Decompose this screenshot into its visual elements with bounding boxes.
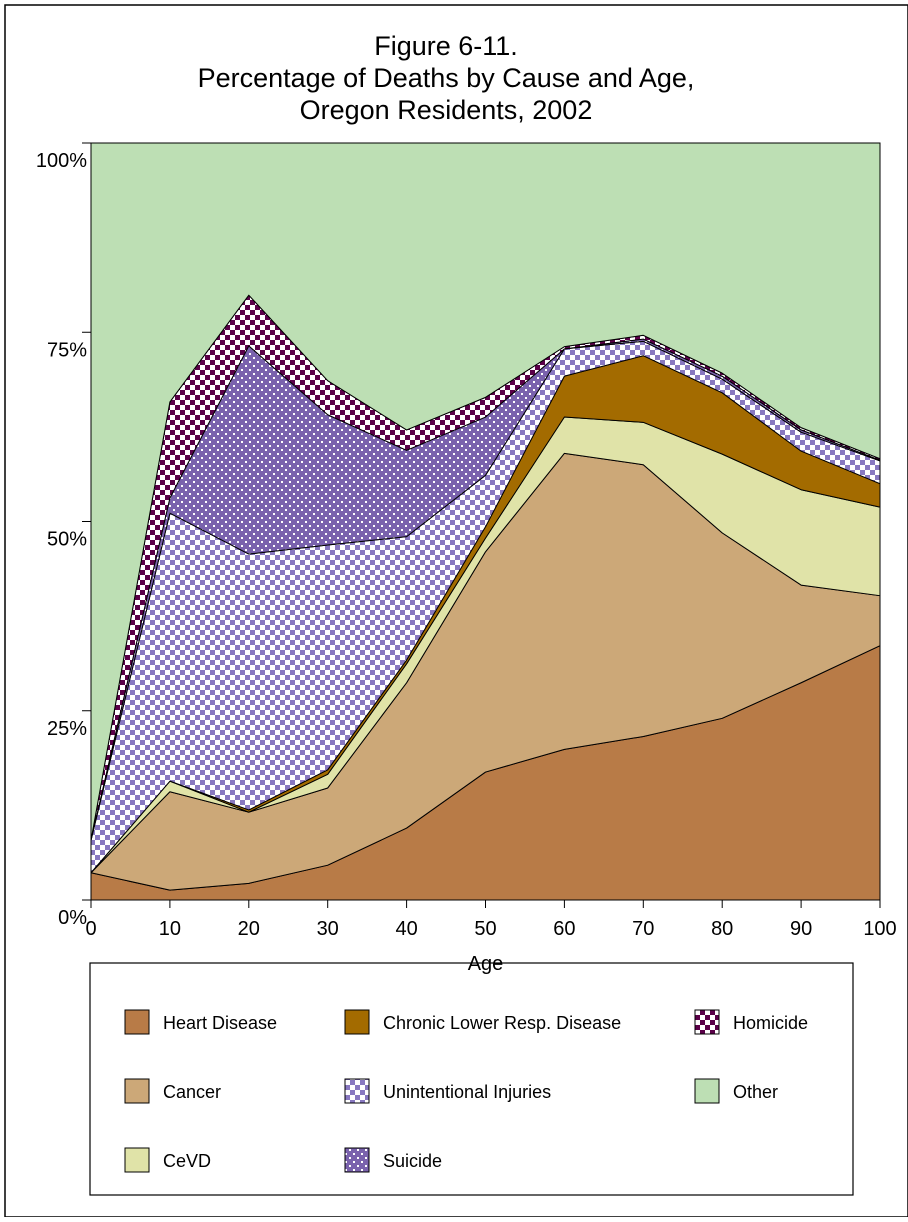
x-tick-label: 20 [238, 918, 260, 940]
legend-label: Other [733, 1082, 778, 1102]
x-tick-label: 30 [317, 918, 339, 940]
legend-label: Chronic Lower Resp. Disease [383, 1013, 621, 1033]
chart-title: Figure 6-11. [374, 31, 518, 61]
y-tick-label: 75% [47, 339, 87, 361]
x-tick-label: 10 [159, 918, 181, 940]
x-tick-label: 70 [632, 918, 654, 940]
legend-label: CeVD [163, 1151, 211, 1171]
x-tick-label: 40 [395, 918, 417, 940]
y-tick-label: 25% [47, 718, 87, 740]
legend-swatch [124, 1147, 150, 1173]
legend-swatch [694, 1009, 720, 1035]
x-tick-label: 100 [863, 918, 896, 940]
legend-swatch [124, 1078, 150, 1104]
x-axis-label: Age [468, 953, 504, 975]
legend-label: Suicide [383, 1151, 442, 1171]
y-tick-label: 0% [58, 907, 87, 929]
legend-swatch [344, 1147, 370, 1173]
legend-swatch [344, 1009, 370, 1035]
y-tick-label: 50% [47, 529, 87, 551]
legend-swatch [344, 1078, 370, 1104]
legend-label: Heart Disease [163, 1013, 277, 1033]
x-tick-label: 0 [85, 918, 96, 940]
x-tick-label: 60 [553, 918, 575, 940]
x-tick-label: 90 [790, 918, 812, 940]
legend-box [89, 962, 854, 1196]
legend-label: Unintentional Injuries [383, 1082, 551, 1102]
chart-title: Percentage of Deaths by Cause and Age, [198, 63, 695, 93]
legend-label: Homicide [733, 1013, 808, 1033]
legend-swatch [124, 1009, 150, 1035]
chart-title: Oregon Residents, 2002 [300, 95, 593, 125]
legend-label: Cancer [163, 1082, 221, 1102]
x-tick-label: 80 [711, 918, 733, 940]
y-tick-label: 100% [36, 150, 87, 172]
x-tick-label: 50 [474, 918, 496, 940]
legend-swatch [694, 1078, 720, 1104]
